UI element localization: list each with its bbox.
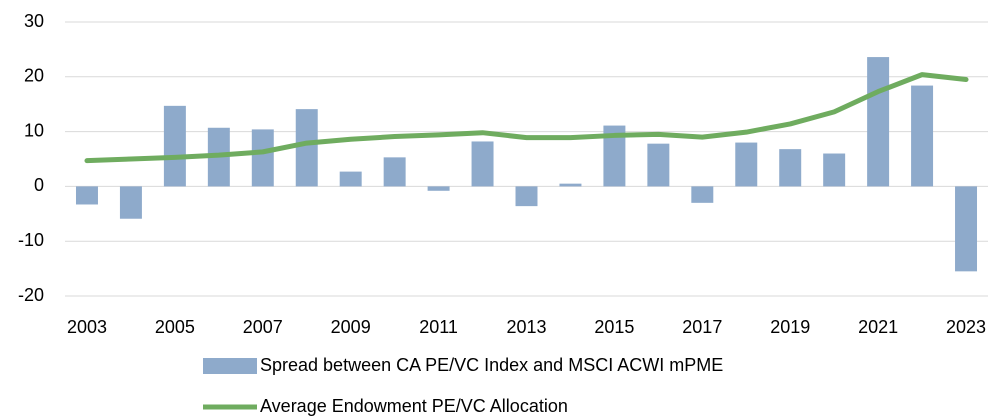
y-tick-label: -10 (18, 230, 44, 250)
x-tick-label: 2009 (331, 317, 371, 337)
x-tick-label: 2015 (594, 317, 634, 337)
bar (383, 157, 406, 187)
bar (823, 153, 846, 187)
bar (251, 129, 274, 187)
bar (735, 142, 758, 187)
bar (955, 186, 978, 272)
bar (75, 186, 98, 205)
bar (867, 57, 890, 187)
x-tick-label: 2013 (506, 317, 546, 337)
bar (779, 149, 802, 187)
bar (647, 143, 670, 187)
y-tick-label: 0 (34, 175, 44, 195)
y-tick-label: 30 (24, 11, 44, 31)
legend-label: Spread between CA PE/VC Index and MSCI A… (260, 355, 723, 375)
y-tick-label: -20 (18, 285, 44, 305)
bar (295, 109, 318, 187)
y-tick-label: 10 (24, 120, 44, 140)
bar (119, 186, 142, 219)
bar (339, 171, 362, 187)
bar (515, 186, 538, 207)
x-tick-label: 2017 (682, 317, 722, 337)
x-tick-label: 2021 (858, 317, 898, 337)
x-tick-label: 2005 (155, 317, 195, 337)
bar (691, 186, 714, 203)
bar (559, 183, 582, 187)
bar (603, 125, 626, 187)
bar (471, 141, 494, 187)
x-tick-label: 2003 (67, 317, 107, 337)
x-tick-label: 2023 (946, 317, 986, 337)
legend-swatch (203, 358, 257, 374)
x-tick-label: 2011 (419, 317, 458, 337)
legend-label: Average Endowment PE/VC Allocation (260, 396, 568, 416)
bar (427, 186, 450, 191)
line (84, 72, 969, 164)
y-tick-label: 20 (24, 66, 44, 86)
bar (163, 105, 186, 187)
x-tick-label: 2007 (243, 317, 283, 337)
x-tick-label: 2019 (770, 317, 810, 337)
bar (911, 85, 934, 187)
